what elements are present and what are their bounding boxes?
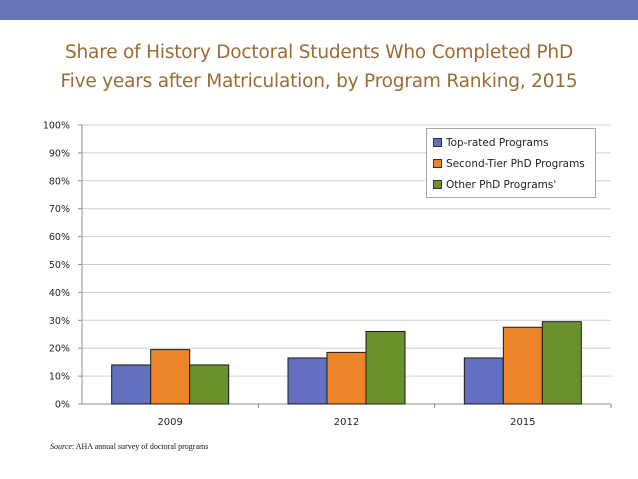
bar-top-rated-programs-2012 [287,357,328,405]
bar-other-phd-programs-2009 [189,364,230,405]
legend-label-top-rated: Top-rated Programs [446,136,549,149]
y-tick-label: 20% [49,344,70,355]
slide-top-bar [0,0,638,20]
legend-item-top-rated: Top-rated Programs [433,132,595,153]
y-tick-label: 90% [49,148,70,159]
legend-swatch-other [433,180,442,189]
y-tick-label: 30% [49,316,70,327]
legend-swatch-top-rated [433,138,442,147]
bar-second-tier-phd-programs-2012 [326,351,367,405]
legend-item-second-tier: Second-Tier PhD Programs [433,153,595,174]
source-text: : AHA annual survey of doctoral programs [71,442,209,451]
y-tick-label: 100% [43,121,70,132]
chart-title-line-2: Five years after Matriculation, by Progr… [60,71,578,92]
y-tick-label: 40% [49,288,70,299]
y-tick-label: 0% [55,400,70,411]
chart-title: Share of History Doctoral Students Who C… [0,38,638,96]
source-note: Source: AHA annual survey of doctoral pr… [50,442,208,451]
bar-top-rated-programs-2015 [463,357,504,405]
x-tick-label: 2009 [157,417,182,428]
chart-legend: Top-rated Programs Second-Tier PhD Progr… [426,128,596,198]
legend-item-other: Other PhD Programs' [433,174,595,195]
source-label: Source [50,442,72,451]
y-tick-label: 10% [49,372,70,383]
bar-second-tier-phd-programs-2015 [502,326,543,405]
chart-title-line-1: Share of History Doctoral Students Who C… [64,42,574,63]
bar-other-phd-programs-2015 [541,321,582,405]
legend-label-other: Other PhD Programs' [446,178,557,191]
x-tick-label: 2012 [334,417,359,428]
y-tick-label: 70% [49,204,70,215]
bar-second-tier-phd-programs-2009 [150,349,191,405]
bar-top-rated-programs-2009 [111,364,152,405]
y-tick-label: 80% [49,176,70,187]
legend-label-second-tier: Second-Tier PhD Programs [446,157,585,170]
y-tick-label: 60% [49,232,70,243]
x-tick-label: 2015 [510,417,535,428]
legend-swatch-second-tier [433,159,442,168]
y-tick-label: 50% [49,260,70,271]
bar-other-phd-programs-2012 [365,330,406,405]
